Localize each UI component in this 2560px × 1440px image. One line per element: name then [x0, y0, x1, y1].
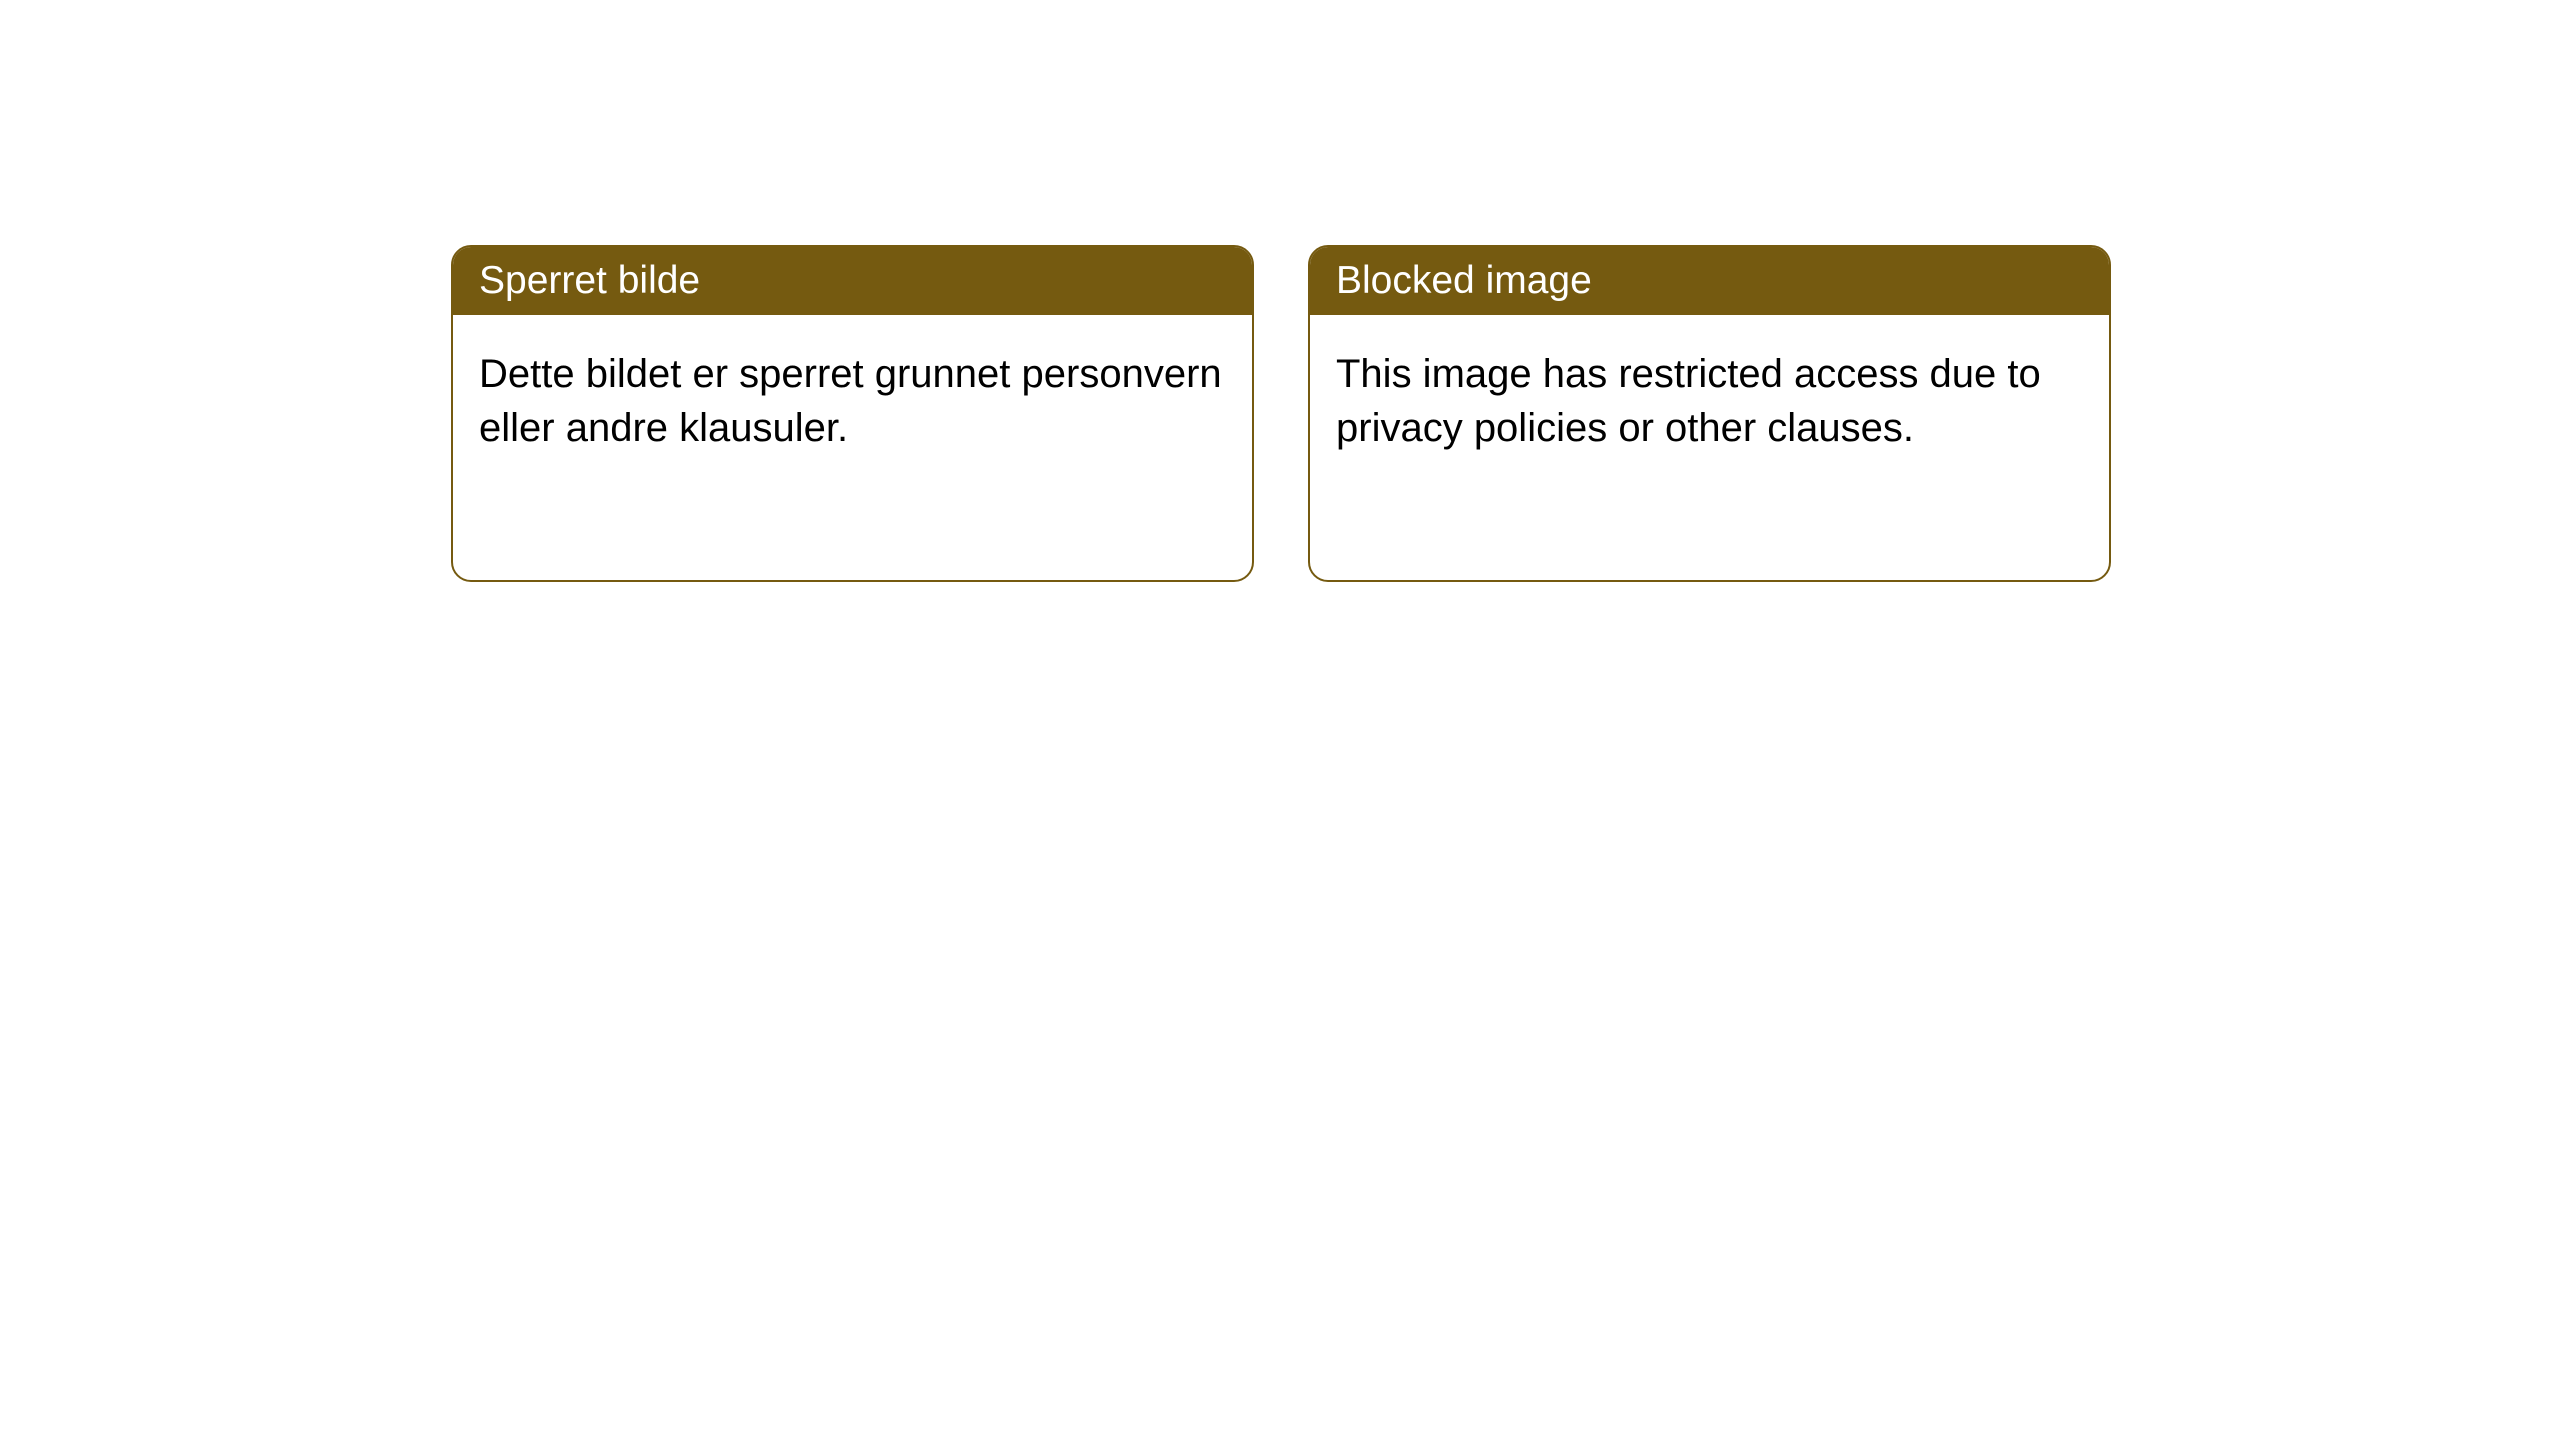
notice-card-english: Blocked image This image has restricted … [1308, 245, 2111, 582]
notice-header: Blocked image [1310, 247, 2109, 315]
notice-body: This image has restricted access due to … [1310, 315, 2109, 580]
notice-header: Sperret bilde [453, 247, 1252, 315]
notice-body: Dette bildet er sperret grunnet personve… [453, 315, 1252, 580]
notice-card-norwegian: Sperret bilde Dette bildet er sperret gr… [451, 245, 1254, 582]
notice-cards-container: Sperret bilde Dette bildet er sperret gr… [451, 245, 2111, 582]
